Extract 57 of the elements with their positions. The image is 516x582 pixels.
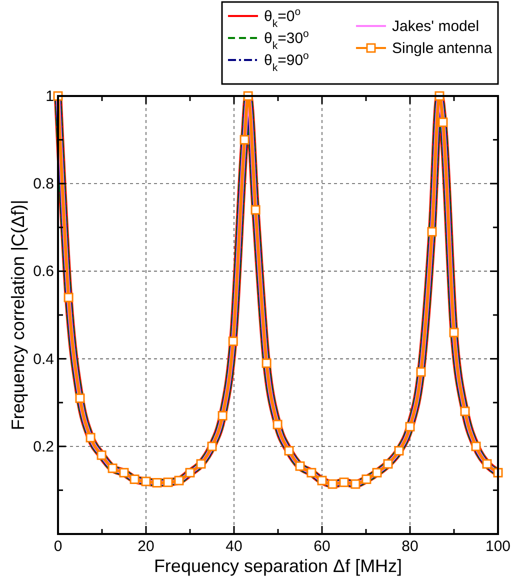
- x-tick-label: 60: [314, 538, 330, 555]
- legend-label: θ$_{k}$=30$^{o}$: [264, 28, 310, 52]
- point: [383, 459, 393, 469]
- legend-label: θ$_{k}$=0$^{o}$: [264, 6, 301, 30]
- point: [328, 479, 338, 489]
- point: [96, 450, 106, 460]
- point: [152, 478, 162, 488]
- legend-label: θ$_{k}$=90$^{o}$: [264, 50, 310, 74]
- x-tick-label: 0: [54, 538, 62, 555]
- point: [141, 476, 151, 486]
- point: [240, 135, 250, 145]
- point: [108, 464, 118, 474]
- point: [471, 442, 481, 452]
- y-tick-label: 0.2: [33, 438, 54, 456]
- x-tick-label: 80: [402, 538, 418, 555]
- point: [262, 358, 272, 368]
- point: [449, 328, 459, 338]
- point: [317, 476, 327, 486]
- point: [372, 468, 382, 478]
- point: [405, 422, 415, 432]
- x-axis-title: Frequency separation Δf [MHz]: [154, 556, 402, 576]
- point: [438, 118, 448, 128]
- y-tick-label: 0.8: [33, 176, 54, 193]
- x-tick-label: 100: [485, 538, 511, 555]
- point: [339, 478, 349, 488]
- y-tick-label: 1: [46, 88, 54, 105]
- x-tick-label: 40: [226, 538, 242, 555]
- point: [64, 292, 74, 302]
- y-tick-label: 0.4: [33, 350, 54, 368]
- point: [86, 432, 96, 442]
- legend-label: Single antenna: [392, 40, 493, 57]
- point: [163, 478, 173, 488]
- point: [174, 476, 184, 486]
- legend-label: Jakes' model: [392, 18, 480, 35]
- point: [218, 410, 228, 420]
- point: [272, 420, 282, 430]
- point: [75, 393, 85, 403]
- point: [207, 442, 217, 452]
- point: [362, 474, 372, 484]
- point: [119, 468, 129, 478]
- point: [427, 227, 437, 237]
- x-tick-label: 20: [138, 538, 154, 555]
- point: [295, 461, 305, 471]
- point: [416, 367, 426, 377]
- point: [306, 468, 316, 478]
- point: [350, 479, 360, 489]
- y-tick-label: 0.6: [33, 263, 54, 280]
- point: [250, 205, 260, 215]
- point: [196, 459, 206, 469]
- point: [394, 446, 404, 456]
- point: [185, 468, 195, 478]
- point: [482, 459, 492, 469]
- point: [284, 446, 294, 456]
- point: [228, 336, 238, 346]
- y-axis-title: Frequency correlation |C(Δf)|: [8, 200, 28, 430]
- point: [460, 406, 470, 416]
- point: [130, 474, 140, 484]
